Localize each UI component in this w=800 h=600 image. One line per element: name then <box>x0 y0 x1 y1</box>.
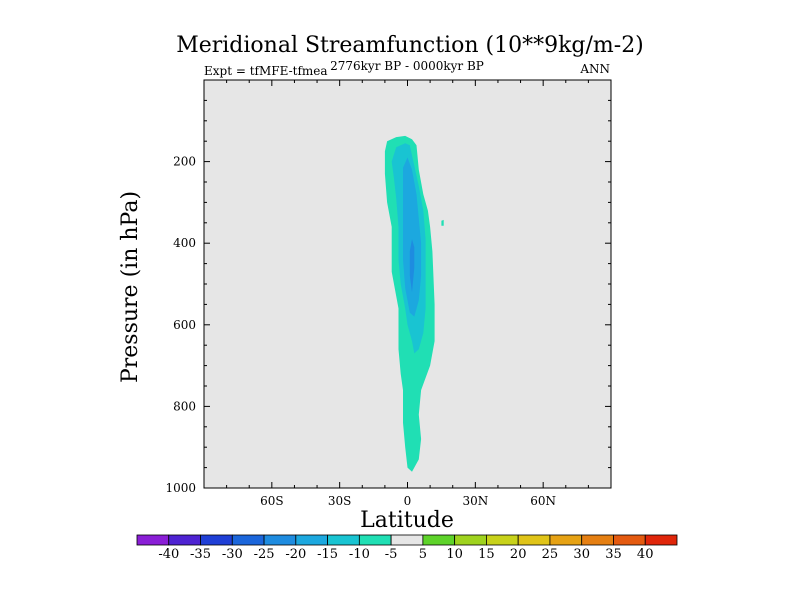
colorbar-label: 10 <box>446 547 463 562</box>
contour-region-4 <box>441 219 444 226</box>
x-tick-label: 60N <box>530 494 556 508</box>
y-axis-label: Pressure (in hPa) <box>118 191 143 383</box>
colorbar-swatch <box>644 534 678 546</box>
colorbar-swatch <box>549 534 583 546</box>
colorbar-swatch <box>263 534 297 546</box>
colorbar-label: -30 <box>222 547 243 562</box>
colorbar-label: -20 <box>285 547 306 562</box>
colorbar-label: 30 <box>573 547 590 562</box>
colorbar-swatch <box>168 534 201 546</box>
colorbar-label: -10 <box>349 547 370 562</box>
colorbar-label: 25 <box>542 547 559 562</box>
colorbar-label: 35 <box>605 547 622 562</box>
colorbar-label: -40 <box>158 547 179 562</box>
colorbar-swatch <box>358 534 392 546</box>
colorbar-label: -5 <box>385 547 398 562</box>
colorbar <box>136 534 678 546</box>
x-axis: 60S 30S 0 30N 60N <box>203 80 612 508</box>
colorbar-label: -25 <box>254 547 275 562</box>
y-tick-label: 800 <box>173 399 196 413</box>
colorbar-swatch <box>200 534 233 546</box>
colorbar-swatch <box>231 534 265 546</box>
colorbar-swatch <box>422 534 456 546</box>
y-tick-label: 400 <box>173 236 196 250</box>
right-string: ANN <box>579 62 610 76</box>
colorbar-swatch <box>486 534 519 546</box>
contour-region-2 <box>403 157 422 317</box>
contour-fills <box>384 135 444 472</box>
contour-region-3 <box>409 239 415 293</box>
left-string: Expt = tfMFE-tfmea <box>204 64 328 78</box>
x-tick-label: 30N <box>462 494 488 508</box>
colorbar-label: 15 <box>478 547 495 562</box>
colorbar-swatch <box>136 534 170 546</box>
colorbar-swatch <box>327 534 360 546</box>
colorbar-swatch <box>581 534 614 546</box>
colorbar-label: 40 <box>637 547 654 562</box>
colorbar-swatch <box>613 534 646 546</box>
colorbar-label: -15 <box>317 547 338 562</box>
colorbar-label: 5 <box>419 547 427 562</box>
chart-title: Meridional Streamfunction (10**9kg/m-2) <box>176 33 644 58</box>
colorbar-swatch <box>295 534 328 546</box>
x-tick-label: 0 <box>404 494 412 508</box>
colorbar-swatch <box>454 534 487 546</box>
y-tick-label: 600 <box>173 318 196 332</box>
colorbar-labels: -40 -35 -30 -25 -20 -15 -10 -5 5 10 15 20 25 30 35 40 <box>158 547 653 562</box>
colorbar-swatch <box>517 534 551 546</box>
center-string: 2776kyr BP - 0000kyr BP <box>330 59 484 73</box>
y-tick-label: 1000 <box>165 481 196 495</box>
colorbar-swatch <box>390 534 424 546</box>
colorbar-label: 20 <box>510 547 527 562</box>
x-axis-label: Latitude <box>360 508 454 533</box>
colorbar-label: -35 <box>190 547 211 562</box>
y-tick-label: 200 <box>173 155 196 169</box>
x-tick-label: 60S <box>260 494 284 508</box>
x-tick-label: 30S <box>328 494 352 508</box>
y-axis: 200 400 600 800 1000 <box>165 79 611 495</box>
